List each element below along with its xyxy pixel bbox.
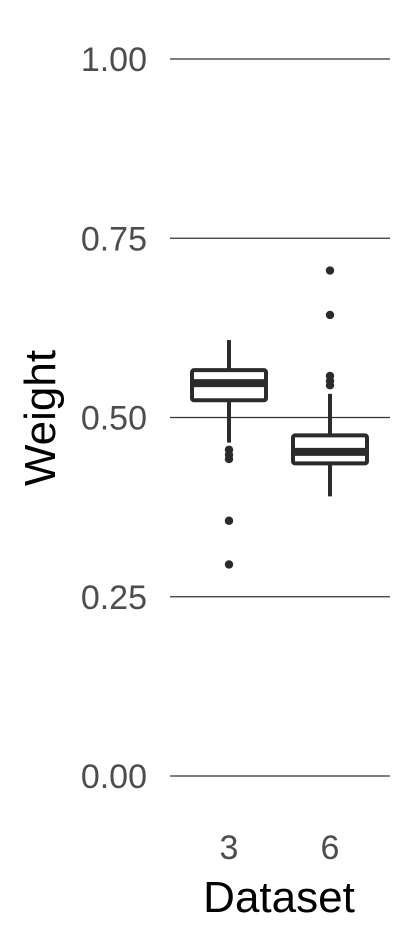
gridlines (170, 58, 390, 777)
y-tick-label: 1.00 (81, 41, 147, 79)
y-tick-label: 0.50 (81, 400, 147, 438)
outlier-point (325, 310, 335, 320)
y-tick-label: 0.25 (81, 579, 147, 617)
y-tick-label: 0.75 (81, 220, 147, 258)
x-tick-label: 3 (220, 829, 239, 867)
x-axis-title: Dataset (203, 873, 355, 922)
boxes (190, 266, 369, 569)
outlier-point (224, 516, 234, 525)
outlier-point (224, 454, 234, 464)
outlier-point (224, 560, 234, 569)
x-tick-label: 6 (321, 829, 340, 867)
box-6 (291, 266, 369, 497)
y-axis-title: Weight (16, 350, 65, 486)
box-3 (190, 340, 268, 569)
y-tick-label: 0.00 (81, 758, 147, 796)
outlier-point (325, 266, 335, 275)
y-axis-tick-labels: 0.00 0.25 0.50 0.75 1.00 (81, 41, 147, 796)
outlier-point (325, 381, 335, 390)
